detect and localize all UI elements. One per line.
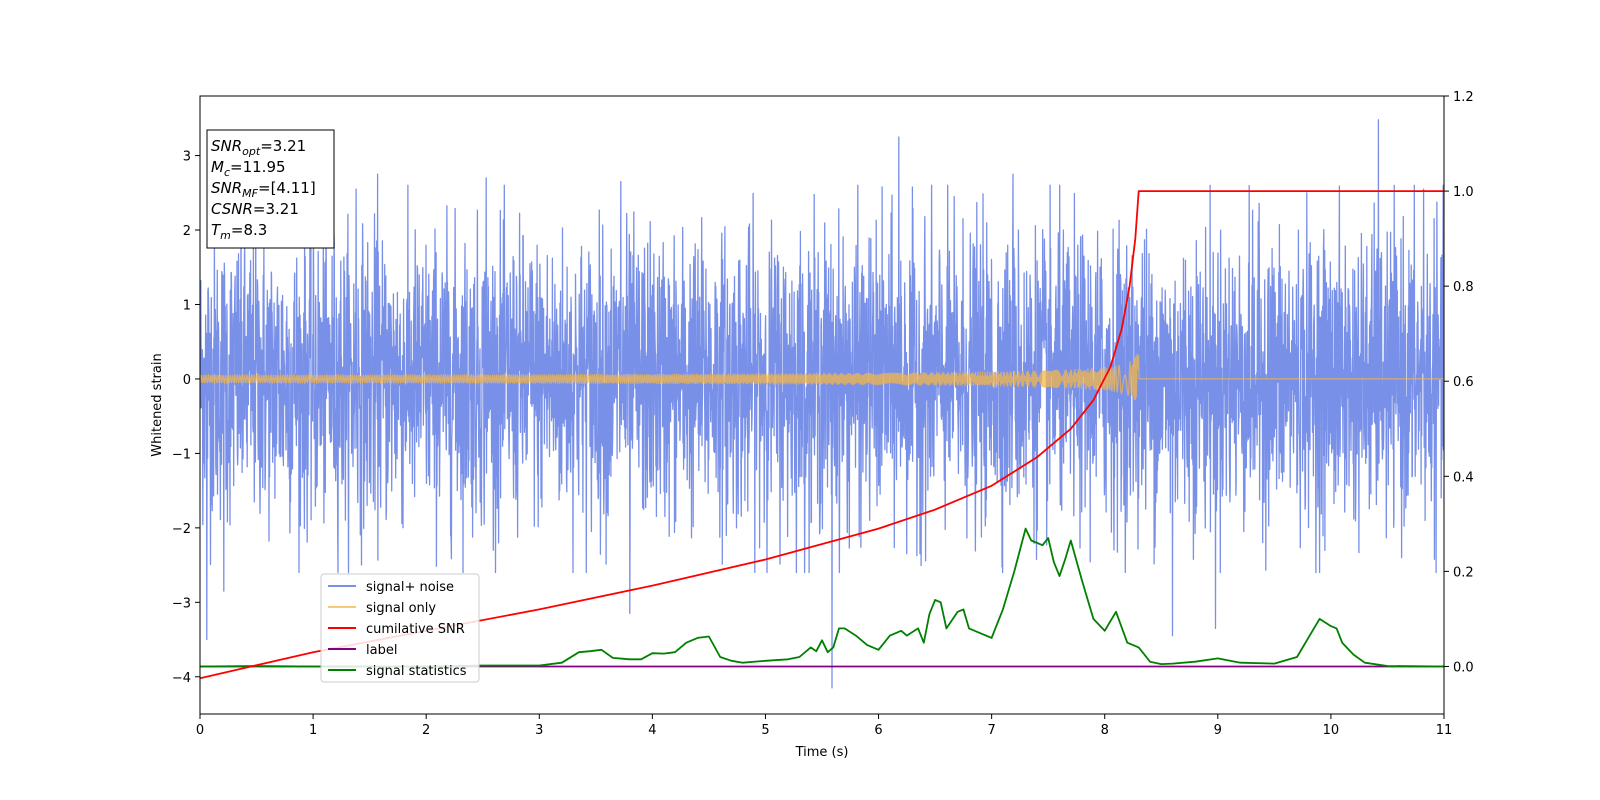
y-axis-left: −4 −3 −2 −1 0 1 2 3 xyxy=(172,150,200,686)
annotation-symbol: CSNR xyxy=(211,200,253,218)
annotation-symbol: SNR xyxy=(211,179,242,197)
x-tick-label: 0 xyxy=(196,723,204,738)
y2-tick-label: 0.2 xyxy=(1453,565,1474,580)
legend-label: cumilative SNR xyxy=(366,622,465,637)
annotation-line: SNRMF=[4.11] xyxy=(211,179,316,200)
x-tick-label: 4 xyxy=(648,723,656,738)
annotation-value: =3.21 xyxy=(260,137,306,155)
x-tick-label: 1 xyxy=(309,723,317,738)
annotation-subscript: MF xyxy=(242,187,258,200)
annotation-box: SNRopt=3.21Mc=11.95SNRMF=[4.11]CSNR=3.21… xyxy=(206,129,335,249)
legend-label: signal+ noise xyxy=(366,580,454,595)
y2-tick-label: 0.8 xyxy=(1453,280,1474,295)
series-line-cumilative-snr xyxy=(200,190,1444,680)
annotation-subscript: opt xyxy=(242,145,261,158)
y-tick-label: 1 xyxy=(183,298,191,313)
series-line-signal-only xyxy=(200,353,1444,401)
series-line-signal-statistics xyxy=(200,527,1444,668)
x-tick-label: 6 xyxy=(874,723,882,738)
y2-tick-label: 0.6 xyxy=(1453,375,1474,390)
plot-frame xyxy=(199,95,1445,715)
annotation-line: Tm=8.3 xyxy=(211,221,267,242)
y-tick-label: −2 xyxy=(172,522,191,537)
x-tick-label: 7 xyxy=(987,723,995,738)
x-tick-label: 5 xyxy=(761,723,769,738)
y-axis-right: 0.0 0.2 0.4 0.6 0.8 1.0 1.2 xyxy=(1444,90,1474,675)
annotation-symbol: SNR xyxy=(211,137,242,155)
annotation-value: =[4.11] xyxy=(258,179,316,197)
x-tick-label: 10 xyxy=(1323,723,1340,738)
x-tick-label: 11 xyxy=(1436,723,1453,738)
y-tick-label: 3 xyxy=(183,150,191,165)
x-tick-label: 3 xyxy=(535,723,543,738)
series-line-signal-noise xyxy=(200,119,1444,689)
annotation-symbol: M xyxy=(211,158,224,176)
x-tick-label: 8 xyxy=(1101,723,1109,738)
annotation-line: SNRopt=3.21 xyxy=(211,137,306,158)
annotation-subscript: c xyxy=(224,166,230,179)
y2-tick-label: 0.4 xyxy=(1453,470,1474,485)
y-tick-label: −3 xyxy=(172,596,191,611)
y2-tick-label: 1.2 xyxy=(1453,90,1474,105)
y-tick-label: 0 xyxy=(183,373,191,388)
legend: signal+ noise signal only cumilative SNR la… xyxy=(320,573,480,683)
annotation-value: =3.21 xyxy=(253,200,299,218)
x-axis: 0 1 2 3 4 5 6 7 8 9 10 11 xyxy=(196,714,1452,738)
annotation-symbol: T xyxy=(211,221,222,239)
legend-label: signal only xyxy=(366,601,436,616)
x-axis-label: Time (s) xyxy=(795,745,849,760)
y2-tick-label: 0.0 xyxy=(1453,660,1474,675)
y-axis-label: Whitened strain xyxy=(150,353,165,456)
y-tick-label: −1 xyxy=(172,447,191,462)
y-tick-label: 2 xyxy=(183,224,191,239)
annotation-line: Mc=11.95 xyxy=(211,158,286,179)
legend-label: signal statistics xyxy=(366,664,467,679)
annotation-subscript: m xyxy=(220,229,231,242)
annotation-value: =8.3 xyxy=(231,221,267,239)
annotation-value: =11.95 xyxy=(230,158,286,176)
legend-label: label xyxy=(366,643,397,658)
x-tick-label: 9 xyxy=(1214,723,1222,738)
y-tick-label: −4 xyxy=(172,671,191,686)
x-tick-label: 2 xyxy=(422,723,430,738)
annotation-line: CSNR=3.21 xyxy=(211,200,299,218)
y2-tick-label: 1.0 xyxy=(1453,185,1474,200)
